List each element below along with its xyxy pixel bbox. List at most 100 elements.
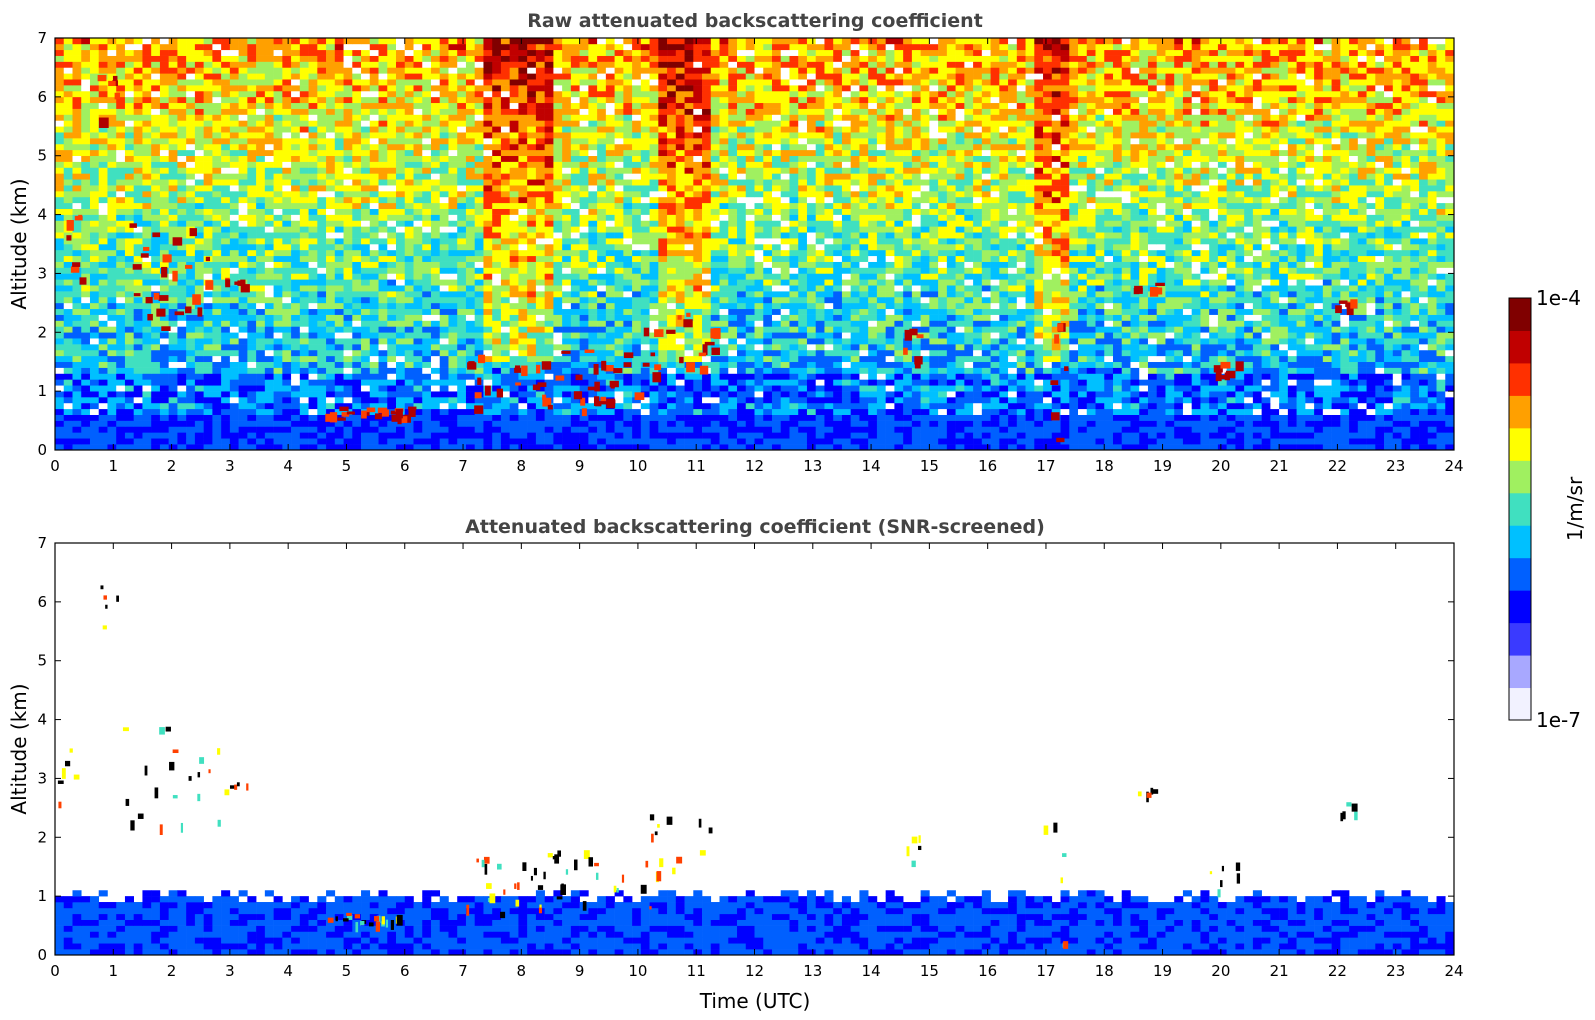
heatmap-cell: [1445, 420, 1454, 427]
heatmap-cell: [1340, 397, 1350, 404]
heatmap-cell: [1357, 314, 1367, 321]
heatmap-cell: [544, 326, 554, 333]
heatmap-cell: [291, 391, 301, 398]
heatmap-cell: [1078, 332, 1088, 339]
heatmap-cell: [1060, 273, 1070, 280]
heatmap-cell: [1156, 408, 1166, 415]
heatmap-cell: [1305, 279, 1315, 286]
heatmap-cell: [649, 414, 659, 421]
heatmap-cell: [1086, 402, 1096, 410]
heatmap-cell: [806, 361, 817, 368]
heatmap-cell: [710, 355, 720, 363]
heatmap-cell: [1112, 397, 1123, 404]
heatmap-cell: [1025, 444, 1035, 450]
heatmap-cell: [1375, 373, 1385, 380]
heatmap-cell: [194, 302, 204, 310]
heatmap-cell: [326, 355, 336, 363]
heatmap-cell: [719, 349, 729, 357]
heatmap-cell: [1296, 408, 1306, 415]
heatmap-cell: [500, 291, 510, 298]
heatmap-cell: [667, 291, 677, 298]
heatmap-cell: [352, 391, 362, 398]
heatmap-cell: [824, 402, 834, 410]
heatmap-cell: [1165, 344, 1175, 351]
heatmap-cell: [221, 285, 231, 292]
heatmap-cell: [273, 308, 283, 315]
heatmap-cell: [72, 355, 82, 363]
heatmap-cell: [745, 279, 755, 286]
heatmap-cell: [1226, 273, 1236, 280]
heatmap-cell: [430, 438, 441, 445]
heatmap-cell: [1078, 385, 1088, 392]
heatmap-cell: [1375, 420, 1385, 427]
heatmap-cell: [868, 296, 878, 304]
heatmap-cell: [815, 438, 825, 445]
heatmap-cell: [1270, 273, 1280, 280]
heatmap-cell: [885, 291, 895, 298]
heatmap-cell: [553, 326, 563, 333]
heatmap-cell: [632, 291, 642, 298]
heatmap-cell: [527, 444, 537, 450]
heatmap-cell: [1287, 308, 1297, 315]
heatmap-cell: [763, 355, 773, 363]
heatmap-cell: [98, 332, 108, 339]
heatmap-cell: [570, 432, 580, 439]
heatmap-cell: [1086, 326, 1096, 333]
heatmap-cell: [544, 320, 554, 327]
heatmap-cell: [876, 373, 886, 380]
heatmap-cell: [465, 444, 475, 450]
heatmap-cell: [1314, 426, 1324, 433]
heatmap-cell: [1051, 373, 1061, 380]
heatmap-cell: [1165, 438, 1175, 445]
heatmap-cell: [308, 426, 318, 433]
heatmap-cell: [343, 338, 353, 345]
heatmap-cell: [1200, 338, 1210, 345]
heatmap-cell: [89, 285, 100, 292]
heatmap-cell: [1357, 355, 1367, 363]
heatmap-cell: [1182, 361, 1192, 368]
heatmap-cell: [334, 279, 344, 286]
heatmap-cell: [588, 420, 598, 427]
heatmap-cell: [317, 267, 327, 274]
heatmap-cell: [1287, 379, 1297, 386]
heatmap-cell: [1226, 432, 1236, 439]
heatmap-cell: [798, 402, 808, 410]
heatmap-cell: [291, 432, 301, 439]
heatmap-cell: [194, 267, 204, 274]
heatmap-cell: [151, 373, 161, 380]
heatmap-cell: [107, 355, 117, 363]
heatmap-cell: [1209, 385, 1219, 392]
heatmap-cell: [55, 267, 65, 274]
heatmap-cell: [1060, 414, 1070, 421]
heatmap-cell: [116, 379, 126, 386]
heatmap-cell: [404, 273, 414, 280]
heatmap-cell: [1025, 332, 1035, 339]
heatmap-cell: [833, 444, 843, 450]
heatmap-cell: [702, 355, 712, 363]
heatmap-cell: [1130, 444, 1140, 450]
heatmap-cell: [605, 285, 615, 292]
heatmap-cell: [1427, 296, 1437, 304]
heatmap-cell: [614, 344, 624, 351]
heatmap-cell: [597, 391, 607, 398]
heatmap-cell: [605, 291, 615, 298]
heatmap-cell: [72, 332, 82, 339]
heatmap-cell: [1322, 402, 1332, 410]
heatmap-cell: [1025, 291, 1035, 298]
heatmap-cell: [850, 302, 860, 310]
heatmap-cell: [1043, 408, 1053, 415]
heatmap-cell: [1366, 367, 1376, 374]
heatmap-cell: [833, 344, 843, 351]
heatmap-cell: [264, 408, 274, 415]
heatmap-cell: [1051, 361, 1061, 368]
heatmap-cell: [212, 426, 222, 433]
heatmap-cell: [1016, 414, 1026, 421]
heatmap-cell: [1270, 408, 1280, 415]
heatmap-cell: [946, 344, 956, 351]
heatmap-cell: [107, 291, 117, 298]
heatmap-cell: [876, 432, 886, 439]
heatmap-cell: [973, 420, 983, 427]
heatmap-cell: [352, 344, 362, 351]
heatmap-cell: [614, 373, 624, 380]
heatmap-cell: [1191, 267, 1201, 274]
